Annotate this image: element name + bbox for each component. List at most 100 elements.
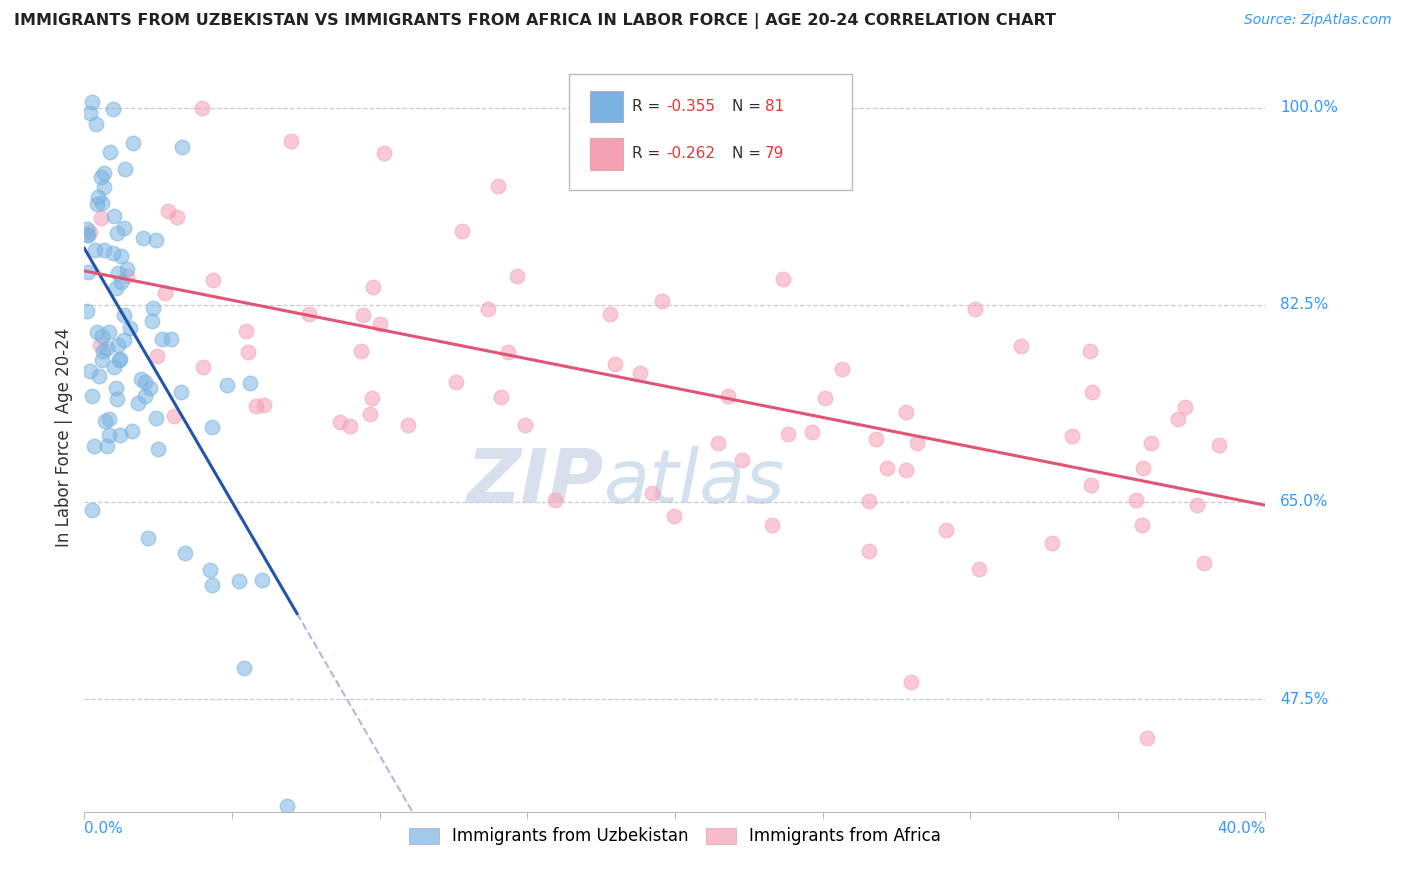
Point [772, 272, 794, 286]
Text: 40.0%: 40.0% [1218, 821, 1265, 836]
Point [200, 563, 222, 577]
Point [965, 301, 987, 316]
Point [1208, 438, 1230, 452]
Point [228, 574, 250, 588]
Point [87, 190, 110, 204]
Point [172, 140, 194, 154]
Point [145, 233, 167, 247]
Point [831, 362, 853, 376]
Point [79, 364, 101, 378]
Point [157, 203, 180, 218]
Text: 65.0%: 65.0% [1281, 494, 1329, 509]
Point [166, 210, 188, 224]
Text: -0.355: -0.355 [666, 99, 716, 114]
Point [215, 378, 238, 392]
Point [90, 329, 112, 343]
Point [731, 452, 754, 467]
Point [865, 432, 887, 446]
Point [108, 352, 131, 367]
Point [122, 136, 145, 151]
Point [1080, 478, 1102, 492]
Point [115, 262, 138, 277]
Point [201, 273, 224, 287]
Point [1130, 517, 1153, 532]
Text: atlas: atlas [605, 446, 786, 518]
Point [1132, 461, 1154, 475]
Point [129, 371, 152, 385]
Point [86, 197, 108, 211]
Point [83, 439, 105, 453]
Point [907, 436, 929, 450]
Point [134, 376, 156, 390]
Point [232, 661, 254, 675]
Point [245, 400, 267, 414]
Point [103, 210, 125, 224]
Point [145, 410, 167, 425]
Point [329, 415, 352, 429]
Point [707, 436, 730, 450]
Point [191, 101, 214, 115]
Point [89, 338, 111, 352]
Point [112, 221, 135, 235]
Point [90, 169, 112, 184]
Point [894, 463, 917, 477]
Point [599, 307, 621, 321]
Point [641, 486, 664, 500]
Point [80, 95, 103, 109]
Point [118, 321, 141, 335]
Text: 82.5%: 82.5% [1281, 297, 1329, 312]
Point [276, 799, 298, 814]
Legend: Immigrants from Uzbekistan, Immigrants from Africa: Immigrants from Uzbekistan, Immigrants f… [402, 821, 948, 852]
Point [96, 439, 118, 453]
Point [110, 428, 132, 442]
Point [858, 543, 880, 558]
Point [82, 388, 104, 402]
Point [107, 338, 129, 352]
Point [146, 349, 169, 363]
Point [84, 117, 107, 131]
Point [77, 265, 100, 279]
Point [876, 461, 898, 475]
Point [373, 146, 395, 161]
Point [444, 376, 467, 390]
Point [298, 307, 321, 321]
Point [110, 275, 132, 289]
Point [77, 228, 100, 243]
Point [235, 324, 257, 338]
FancyBboxPatch shape [568, 74, 852, 190]
Point [489, 390, 512, 404]
Point [153, 286, 176, 301]
Point [252, 573, 274, 587]
Point [350, 343, 373, 358]
Point [359, 407, 381, 421]
Point [1078, 343, 1101, 358]
Point [360, 391, 382, 405]
Point [173, 546, 195, 560]
Text: 81: 81 [765, 99, 785, 114]
Point [896, 405, 918, 419]
Point [396, 417, 419, 432]
Point [170, 385, 193, 400]
Point [132, 231, 155, 245]
Point [1062, 429, 1084, 443]
Point [96, 341, 118, 355]
Point [101, 103, 124, 117]
Text: 0.0%: 0.0% [84, 821, 124, 836]
Point [93, 166, 115, 180]
Point [93, 243, 115, 257]
Point [91, 352, 114, 367]
Text: R =: R = [633, 99, 665, 114]
Point [1167, 412, 1189, 426]
Point [1040, 536, 1063, 550]
Point [628, 366, 651, 380]
Text: 100.0%: 100.0% [1281, 100, 1339, 115]
Point [506, 268, 529, 283]
Point [800, 425, 823, 439]
Point [146, 442, 169, 456]
Point [352, 309, 374, 323]
Point [105, 281, 128, 295]
Point [162, 409, 184, 424]
Point [280, 134, 302, 148]
Bar [591, 138, 623, 169]
Point [107, 392, 129, 407]
